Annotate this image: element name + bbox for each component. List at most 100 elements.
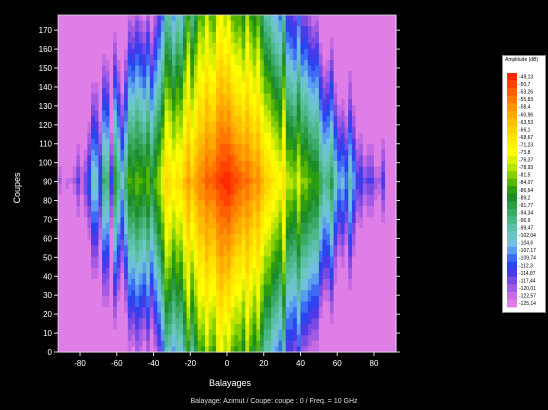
heatmap-cell	[175, 76, 180, 83]
heatmap-cell	[285, 110, 291, 117]
heatmap-cell	[307, 104, 313, 112]
heatmap-cell	[282, 194, 287, 201]
heatmap-cell	[208, 256, 213, 263]
heatmap-cell	[94, 99, 100, 106]
heatmap-cell	[329, 290, 335, 297]
heatmap-cell	[168, 82, 173, 89]
heatmap-cell	[116, 132, 122, 140]
heatmap-cell	[267, 144, 272, 151]
heatmap-cell	[160, 110, 166, 117]
heatmap-cell	[168, 132, 173, 140]
heatmap-cell	[289, 104, 294, 112]
heatmap-cell	[69, 65, 74, 72]
heatmap-cell	[72, 138, 77, 145]
heatmap-cell	[171, 290, 177, 297]
heatmap-cell	[94, 250, 100, 258]
heatmap-cell	[146, 256, 151, 263]
heatmap-cell	[271, 110, 276, 117]
heatmap-cell	[208, 93, 213, 100]
heatmap-cell	[179, 31, 184, 39]
heatmap-cell	[381, 183, 386, 190]
heatmap-cell	[366, 54, 371, 61]
heatmap-cell	[142, 307, 147, 314]
heatmap-cell	[91, 132, 96, 140]
heatmap-cell	[296, 59, 302, 67]
heatmap-cell	[322, 295, 327, 303]
heatmap-cell	[249, 217, 254, 224]
heatmap-cell	[362, 149, 368, 157]
heatmap-cell	[201, 20, 206, 27]
heatmap-cell	[127, 177, 133, 185]
heatmap-cell	[80, 217, 85, 224]
heatmap-cell	[285, 149, 291, 157]
heatmap-cell	[223, 144, 228, 151]
heatmap-cell	[69, 183, 74, 190]
heatmap-cell	[131, 20, 136, 27]
heatmap-cell	[94, 312, 100, 319]
heatmap-cell	[212, 262, 217, 269]
heatmap-cell	[204, 110, 210, 117]
heatmap-cell	[223, 234, 228, 241]
heatmap-cell	[171, 31, 177, 39]
heatmap-cell	[98, 194, 103, 201]
heatmap-cell	[164, 149, 169, 157]
heatmap-cell	[326, 301, 331, 308]
heatmap-cell	[304, 37, 309, 44]
heatmap-cell	[256, 144, 261, 151]
heatmap-cell	[212, 183, 217, 190]
heatmap-cell	[362, 110, 368, 117]
heatmap-cell	[109, 262, 114, 269]
heatmap-cell	[329, 284, 335, 291]
heatmap-cell	[193, 20, 199, 27]
heatmap-cell	[322, 43, 327, 50]
heatmap-cell	[315, 43, 320, 50]
heatmap-cell	[168, 312, 173, 319]
heatmap-cell	[329, 295, 335, 303]
heatmap-cell	[58, 37, 63, 44]
heatmap-cell	[234, 200, 239, 207]
heatmap-cell	[355, 200, 360, 207]
heatmap-cell	[267, 312, 272, 319]
heatmap-cell	[190, 166, 195, 173]
heatmap-cell	[373, 312, 379, 319]
heatmap-cell	[263, 76, 269, 83]
heatmap-cell	[289, 262, 294, 269]
heatmap-cell	[138, 93, 144, 100]
heatmap-cell	[384, 144, 390, 151]
heatmap-cell	[179, 273, 184, 280]
heatmap-cell	[61, 250, 66, 258]
heatmap-cell	[58, 99, 63, 106]
heatmap-cell	[256, 43, 261, 50]
heatmap-cell	[388, 194, 393, 201]
heatmap-cell	[142, 239, 147, 246]
heatmap-cell	[293, 278, 298, 286]
heatmap-cell	[160, 31, 166, 39]
heatmap-cell	[278, 183, 283, 190]
heatmap-cell	[256, 284, 261, 291]
heatmap-cell	[252, 290, 257, 297]
heatmap-cell	[234, 177, 239, 185]
heatmap-cell	[219, 312, 224, 319]
heatmap-cell	[212, 301, 217, 308]
heatmap-cell	[61, 200, 66, 207]
heatmap-cell	[238, 127, 243, 134]
heatmap-cell	[160, 127, 166, 134]
heatmap-cell	[116, 177, 122, 185]
heatmap-cell	[238, 239, 243, 246]
heatmap-cell	[146, 48, 151, 55]
heatmap-cell	[142, 194, 147, 201]
heatmap-cell	[201, 267, 206, 274]
heatmap-cell	[359, 88, 364, 95]
heatmap-cell	[326, 205, 331, 213]
heatmap-cell	[355, 104, 360, 112]
heatmap-cell	[135, 37, 140, 44]
heatmap-cell	[359, 104, 364, 112]
heatmap-cell	[344, 222, 349, 230]
heatmap-cell	[164, 43, 169, 50]
heatmap-cell	[157, 194, 162, 201]
heatmap-cell	[168, 250, 173, 258]
heatmap-cell	[131, 189, 136, 196]
heatmap-cell	[80, 307, 85, 314]
heatmap-cell	[234, 189, 239, 196]
heatmap-cell	[373, 262, 379, 269]
